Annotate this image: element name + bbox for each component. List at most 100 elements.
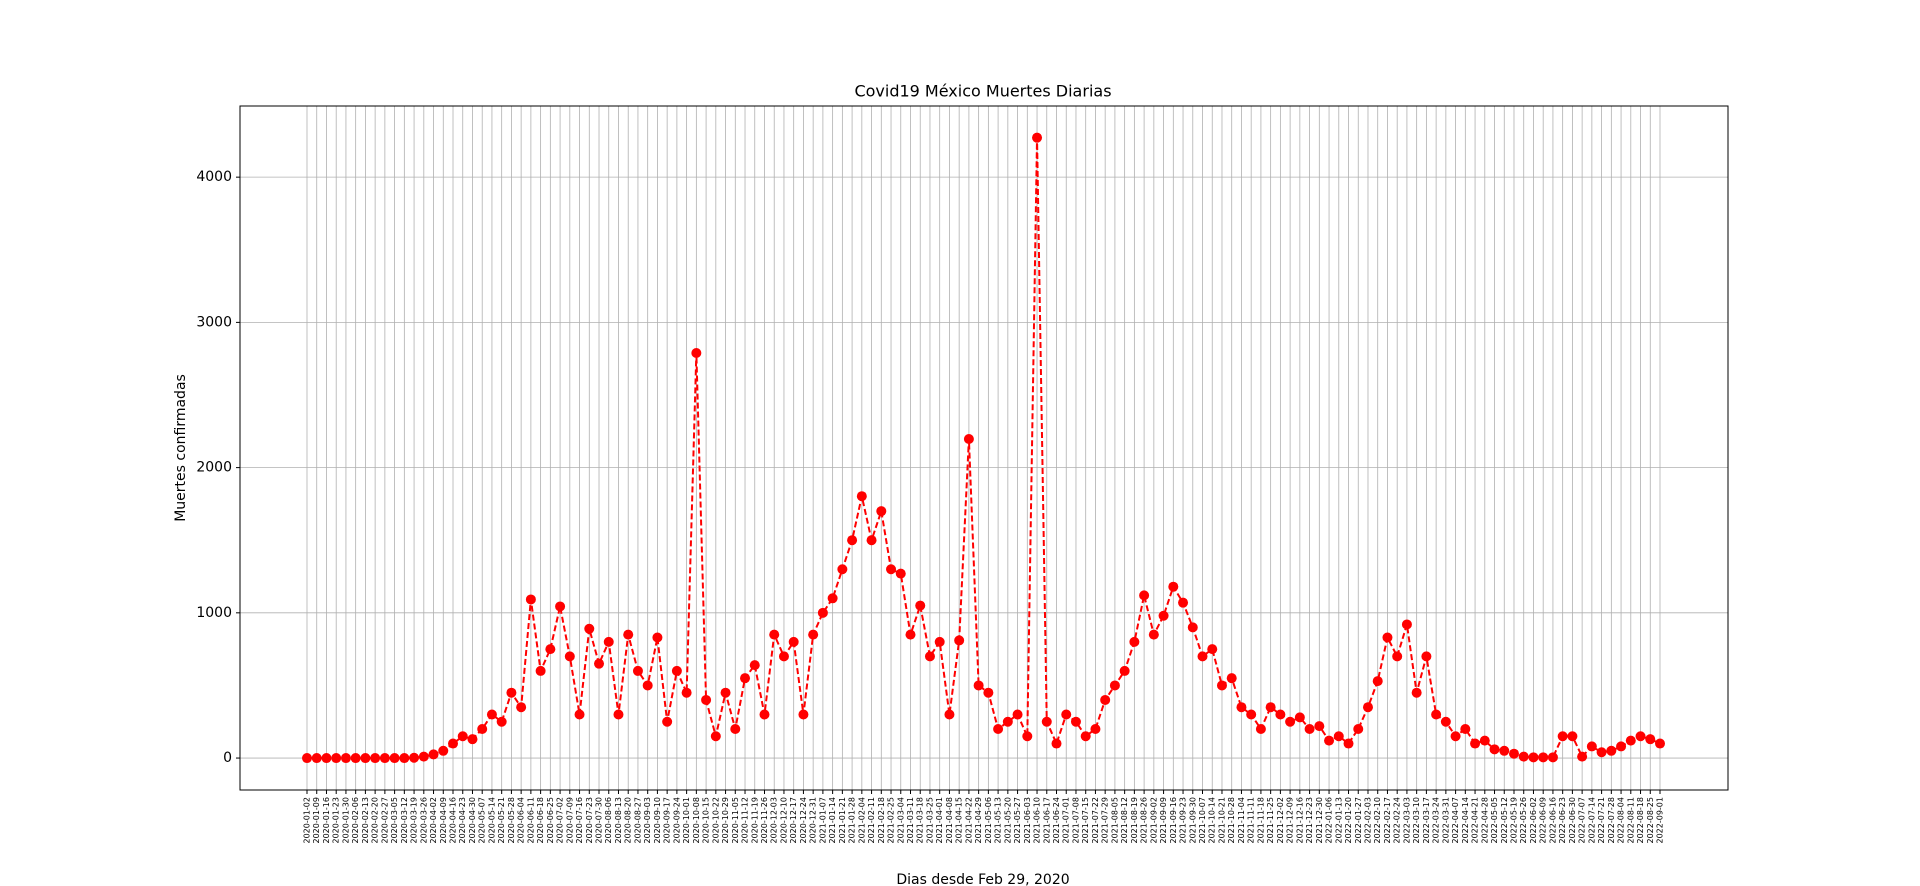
x-tick-label: 2021-07-08: [1071, 797, 1080, 844]
data-point: [983, 687, 994, 698]
x-tick-label: 2022-03-03: [1402, 797, 1411, 844]
x-tick-label: 2020-12-31: [809, 797, 818, 844]
x-tick-label: 2022-03-31: [1441, 797, 1450, 844]
data-point: [973, 680, 984, 691]
x-tick-label: 2020-10-22: [711, 797, 720, 844]
data-point: [1314, 721, 1325, 732]
y-tick-label: 3000: [196, 314, 232, 330]
x-tick-label: 2020-01-09: [312, 797, 321, 844]
data-point: [1489, 744, 1500, 755]
data-point: [1148, 629, 1159, 640]
data-point: [1392, 651, 1403, 662]
x-tick-label: 2021-05-20: [1003, 797, 1012, 844]
x-tick-label: 2021-10-21: [1217, 797, 1226, 844]
x-tick-label: 2020-03-12: [400, 797, 409, 844]
y-tick-label: 1000: [196, 605, 232, 621]
data-point: [1499, 745, 1510, 756]
data-point: [963, 433, 974, 444]
data-point: [1431, 709, 1442, 720]
x-tick-label: 2020-06-18: [536, 797, 545, 844]
data-point: [934, 636, 945, 647]
x-tick-label: 2021-04-29: [974, 797, 983, 844]
data-point: [613, 709, 624, 720]
data-line: [307, 137, 1661, 760]
x-tick-label: 2021-08-12: [1120, 797, 1129, 844]
data-point: [924, 651, 935, 662]
x-tick-label: 2021-07-22: [1091, 797, 1100, 844]
x-tick-label: 2021-10-07: [1198, 797, 1207, 844]
x-tick-label: 2022-01-06: [1325, 797, 1334, 844]
data-point: [1518, 751, 1529, 762]
data-point: [467, 734, 478, 745]
x-tick-label: 2021-05-06: [984, 797, 993, 844]
data-point: [740, 673, 751, 684]
data-point: [808, 629, 819, 640]
data-point: [1479, 735, 1490, 746]
data-point: [652, 632, 663, 643]
data-point: [340, 753, 351, 764]
x-tick-label: 2021-11-04: [1237, 797, 1246, 844]
x-tick-label: 2022-02-24: [1393, 797, 1402, 844]
data-point: [1129, 636, 1140, 647]
x-tick-label: 2020-12-03: [770, 797, 779, 844]
x-tick-label: 2021-12-16: [1295, 797, 1304, 844]
x-tick-label: 2020-11-26: [760, 797, 769, 844]
data-point: [623, 629, 634, 640]
x-tick-label: 2020-01-02: [303, 797, 312, 844]
data-point: [788, 636, 799, 647]
x-tick-label: 2022-06-09: [1539, 797, 1548, 844]
data-point: [1606, 745, 1617, 756]
x-tick-label: 2020-01-23: [332, 797, 341, 844]
x-tick-label: 2021-12-23: [1305, 797, 1314, 844]
data-point: [311, 753, 322, 764]
x-tick-label: 2020-05-14: [487, 797, 496, 844]
x-tick-label: 2022-04-07: [1451, 797, 1460, 844]
x-tick-label: 2020-08-20: [624, 797, 633, 844]
x-tick-label: 2022-04-28: [1480, 797, 1489, 844]
x-tick-label: 2021-06-10: [1033, 797, 1042, 844]
data-point: [1616, 741, 1627, 752]
x-tick-label: 2020-10-29: [721, 797, 730, 844]
data-point: [516, 702, 527, 713]
x-tick-label: 2022-02-10: [1373, 797, 1382, 844]
x-tick-label: 2020-10-08: [692, 797, 701, 844]
x-tick-label: 2020-07-30: [595, 797, 604, 844]
data-point: [1012, 709, 1023, 720]
data-point: [1090, 724, 1101, 735]
data-point: [409, 752, 420, 763]
data-point: [331, 753, 342, 764]
data-point: [1421, 651, 1432, 662]
chart-title: Covid19 México Muertes Diarias: [854, 82, 1111, 101]
x-tick-label: 2020-01-30: [341, 797, 350, 844]
data-point: [457, 731, 468, 742]
x-tick-label: 2020-07-02: [556, 797, 565, 844]
x-tick-label: 2021-08-19: [1130, 797, 1139, 844]
data-point: [1139, 590, 1150, 601]
data-point: [350, 753, 361, 764]
data-point: [477, 724, 488, 735]
data-point: [1032, 132, 1043, 143]
x-tick-label: 2021-02-25: [887, 797, 896, 844]
data-point: [671, 665, 682, 676]
data-point: [710, 731, 721, 742]
x-tick-label: 2021-05-27: [1013, 797, 1022, 844]
data-point: [1275, 709, 1286, 720]
data-point: [632, 665, 643, 676]
x-tick-label: 2022-06-02: [1529, 797, 1538, 844]
x-tick-label: 2020-09-17: [663, 797, 672, 844]
x-tick-label: 2020-07-23: [585, 797, 594, 844]
data-point: [691, 348, 702, 359]
x-tick-label: 2022-02-03: [1363, 797, 1372, 844]
data-point: [1625, 735, 1636, 746]
x-tick-label: 2021-05-13: [994, 797, 1003, 844]
data-point: [1070, 716, 1081, 727]
x-tick-label: 2020-05-28: [507, 797, 516, 844]
x-tick-label: 2020-04-09: [439, 797, 448, 844]
x-tick-label: 2021-12-30: [1315, 797, 1324, 844]
data-point: [1557, 731, 1568, 742]
x-tick-label: 2022-01-13: [1334, 797, 1343, 844]
data-point: [1333, 731, 1344, 742]
data-point: [1411, 687, 1422, 698]
data-point: [866, 535, 877, 546]
